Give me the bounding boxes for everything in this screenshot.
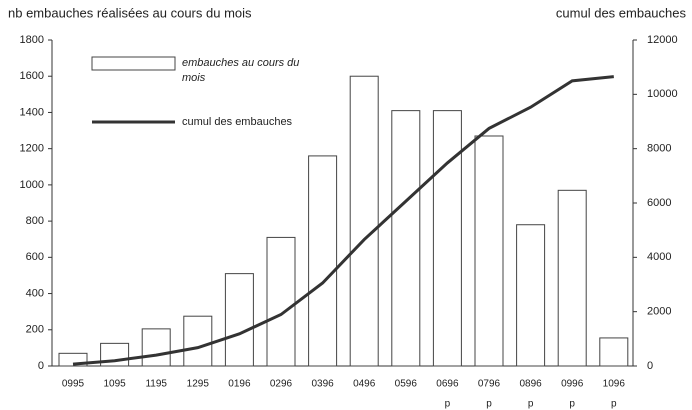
y2-tick-label: 10000 — [647, 88, 678, 100]
y2-tick-label: 0 — [647, 360, 653, 372]
x-tick-label: 0196 — [228, 379, 251, 390]
x-tick-label: 0696 — [436, 379, 459, 390]
x-tick-label: 0396 — [311, 379, 334, 390]
legend-swatch — [91, 56, 176, 71]
x-tick-note: p — [528, 399, 534, 410]
x-tick-label: 0496 — [353, 379, 376, 390]
bar — [391, 110, 421, 367]
bar — [141, 328, 171, 367]
y-tick-label: 1600 — [20, 70, 44, 82]
x-tick-label: 0796 — [478, 379, 501, 390]
x-tick-label: 1195 — [145, 379, 167, 390]
x-tick-label: 1096 — [603, 379, 626, 390]
x-tick-note: p — [611, 399, 617, 410]
bar — [432, 110, 462, 367]
x-tick-label: 0995 — [62, 379, 85, 390]
y2-tick-label: 8000 — [647, 143, 671, 155]
x-tick-label: 1095 — [103, 379, 126, 390]
x-tick-note: p — [486, 399, 492, 410]
bar — [224, 273, 254, 367]
bar — [516, 224, 546, 367]
y2-axis-title: cumul des embauches — [556, 5, 687, 20]
y-tick-label: 800 — [26, 215, 44, 227]
bar — [474, 135, 504, 367]
y2-tick-label: 12000 — [647, 34, 678, 46]
x-tick-label: 0996 — [561, 379, 584, 390]
legend-label: embauches au cours du mois — [182, 57, 300, 84]
y-tick-label: 400 — [26, 287, 44, 299]
y-tick-label: 1200 — [20, 143, 44, 155]
bar — [599, 337, 629, 367]
y2-tick-label: 4000 — [647, 251, 671, 263]
y-tick-label: 200 — [26, 324, 44, 336]
legend-label: cumul des embauches — [182, 116, 293, 128]
x-tick-label: 0896 — [519, 379, 542, 390]
bar — [183, 315, 213, 367]
x-tick-label: 0596 — [395, 379, 418, 390]
bar — [557, 189, 587, 367]
y2-tick-label: 6000 — [647, 197, 671, 209]
x-tick-label: 0296 — [270, 379, 293, 390]
bar — [266, 236, 296, 367]
y-tick-label: 600 — [26, 251, 44, 263]
y-tick-label: 1000 — [20, 179, 44, 191]
x-tick-note: p — [569, 399, 575, 410]
bar — [349, 75, 379, 367]
bar — [308, 155, 338, 367]
y-tick-label: 1400 — [20, 106, 44, 118]
x-tick-label: 1295 — [187, 379, 210, 390]
y2-tick-label: 2000 — [647, 306, 671, 318]
line — [72, 75, 614, 366]
y-tick-label: 1800 — [20, 34, 44, 46]
y-tick-label: 0 — [38, 360, 44, 372]
x-tick-note: p — [445, 399, 451, 410]
y-axis-title: nb embauches réalisées au cours du mois — [8, 5, 252, 20]
